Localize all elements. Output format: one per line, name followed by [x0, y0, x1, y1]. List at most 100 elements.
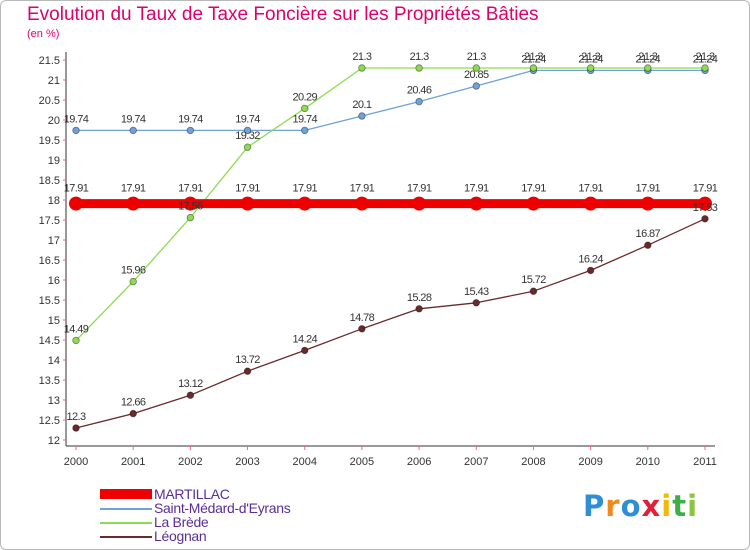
data-point-la-br-de — [129, 277, 137, 286]
data-point-martillac — [297, 196, 312, 211]
data-point-saint-m-dard-d-eyrans — [415, 97, 423, 106]
data-point-martillac — [69, 196, 83, 211]
legend-swatch-leognan — [100, 536, 152, 538]
data-label-saint-m-dard-d-eyrans: 21.24 — [521, 53, 546, 65]
data-label-la-br-de: 21.3 — [524, 51, 543, 63]
data-point-la-br-de — [186, 213, 195, 222]
data-label-la-br-de: 19.32 — [235, 130, 260, 142]
y-tick-label: 14.5 — [39, 335, 60, 347]
data-label-l-ognan: 13.72 — [235, 354, 260, 366]
data-point-saint-m-dard-d-eyrans — [358, 112, 366, 120]
data-point-la-br-de — [72, 336, 80, 345]
x-tick-label: 2003 — [235, 456, 259, 468]
data-label-saint-m-dard-d-eyrans: 19.74 — [292, 113, 317, 125]
logo-letter: o — [620, 489, 642, 523]
y-tick-label: 14 — [48, 355, 60, 367]
data-label-la-br-de: 20.29 — [292, 91, 317, 103]
y-tick-label: 19.5 — [39, 135, 60, 147]
data-label-martillac: 17.91 — [121, 183, 146, 195]
data-point-la-br-de — [701, 64, 709, 72]
y-tick-label: 21 — [48, 75, 60, 87]
y-tick-label: 21.5 — [39, 55, 60, 67]
data-label-saint-m-dard-d-eyrans: 20.46 — [407, 85, 432, 97]
data-label-la-br-de: 14.49 — [64, 323, 89, 335]
data-label-la-br-de: 21.3 — [410, 51, 429, 63]
data-label-saint-m-dard-d-eyrans: 19.74 — [235, 113, 260, 125]
data-point-l-ognan — [415, 305, 423, 313]
x-tick-label: 2009 — [578, 456, 602, 468]
logo-letter: i — [661, 489, 673, 523]
data-label-martillac: 17.91 — [407, 183, 432, 195]
data-point-l-ognan — [472, 299, 480, 307]
data-label-l-ognan: 14.78 — [350, 312, 375, 324]
logo-letter: r — [605, 489, 621, 523]
data-label-saint-m-dard-d-eyrans: 21.24 — [578, 53, 603, 65]
data-label-la-br-de: 21.3 — [352, 51, 371, 63]
data-point-la-br-de — [586, 64, 595, 72]
legend-swatch-martillac — [100, 489, 152, 499]
legend-label-leognan: Léognan — [154, 528, 207, 544]
x-tick-label: 2004 — [292, 456, 316, 468]
logo-letter: x — [641, 489, 662, 523]
data-label-saint-m-dard-d-eyrans: 21.24 — [693, 53, 718, 65]
data-point-martillac — [583, 196, 598, 211]
data-label-saint-m-dard-d-eyrans: 19.74 — [121, 113, 146, 125]
x-tick-label: 2000 — [64, 456, 88, 468]
data-label-l-ognan: 12.3 — [66, 411, 85, 423]
data-point-saint-m-dard-d-eyrans — [186, 126, 195, 135]
data-label-martillac: 17.91 — [636, 183, 661, 195]
data-label-martillac: 17.91 — [292, 183, 317, 195]
data-point-l-ognan — [129, 409, 137, 418]
data-label-la-br-de: 21.3 — [581, 51, 600, 63]
data-point-la-br-de — [243, 143, 252, 151]
data-point-l-ognan — [358, 325, 366, 333]
data-point-martillac — [183, 196, 198, 211]
y-tick-label: 20.5 — [39, 95, 60, 107]
data-label-martillac: 17.91 — [235, 183, 260, 195]
data-label-la-br-de: 15.96 — [121, 265, 146, 277]
logo-letter: t — [672, 489, 688, 523]
data-point-la-br-de — [301, 104, 309, 113]
y-tick-label: 18.5 — [39, 175, 60, 187]
y-tick-label: 12.5 — [39, 415, 60, 427]
data-point-martillac — [640, 196, 655, 211]
y-tick-label: 13 — [48, 395, 60, 407]
data-label-l-ognan: 13.12 — [178, 378, 203, 390]
y-tick-label: 12 — [48, 435, 60, 447]
chart-title: Evolution du Taux de Taxe Foncière sur l… — [27, 4, 539, 25]
series-line-l-ognan — [75, 218, 706, 429]
data-label-l-ognan: 12.66 — [121, 397, 146, 409]
data-point-l-ognan — [644, 241, 652, 249]
legend-label-martillac: MARTILLAC — [154, 486, 230, 502]
data-label-martillac: 17.91 — [178, 183, 203, 195]
series-line-la-br-de — [75, 67, 705, 341]
y-tick-label: 16 — [48, 275, 60, 287]
x-tick-label: 2002 — [178, 456, 202, 468]
data-point-saint-m-dard-d-eyrans — [243, 126, 252, 135]
y-unit-label: (en %) — [27, 28, 60, 40]
y-tick-label: 16.5 — [39, 255, 60, 267]
x-tick-label: 2005 — [350, 456, 374, 468]
y-tick-label: 17.5 — [39, 215, 60, 227]
data-point-la-br-de — [415, 64, 423, 72]
x-tick-label: 2007 — [464, 456, 488, 468]
data-point-l-ognan — [186, 391, 195, 399]
data-label-martillac: 17.91 — [350, 183, 375, 195]
x-tick-label: 2010 — [636, 456, 660, 468]
y-tick-label: 19 — [48, 155, 60, 167]
data-point-la-br-de — [644, 64, 652, 72]
data-label-l-ognan: 15.72 — [521, 274, 546, 286]
data-label-la-br-de: 21.3 — [638, 51, 657, 63]
data-point-martillac — [526, 196, 541, 211]
y-tick-label: 13.5 — [39, 375, 60, 387]
data-label-la-br-de: 17.56 — [178, 201, 203, 213]
x-tick-label: 2008 — [521, 456, 545, 468]
data-label-la-br-de: 21.3 — [695, 51, 714, 63]
data-point-martillac — [354, 196, 369, 211]
data-point-l-ognan — [529, 287, 538, 295]
data-point-martillac — [126, 196, 141, 211]
data-label-saint-m-dard-d-eyrans: 19.74 — [64, 113, 89, 125]
data-point-la-br-de — [472, 64, 480, 72]
